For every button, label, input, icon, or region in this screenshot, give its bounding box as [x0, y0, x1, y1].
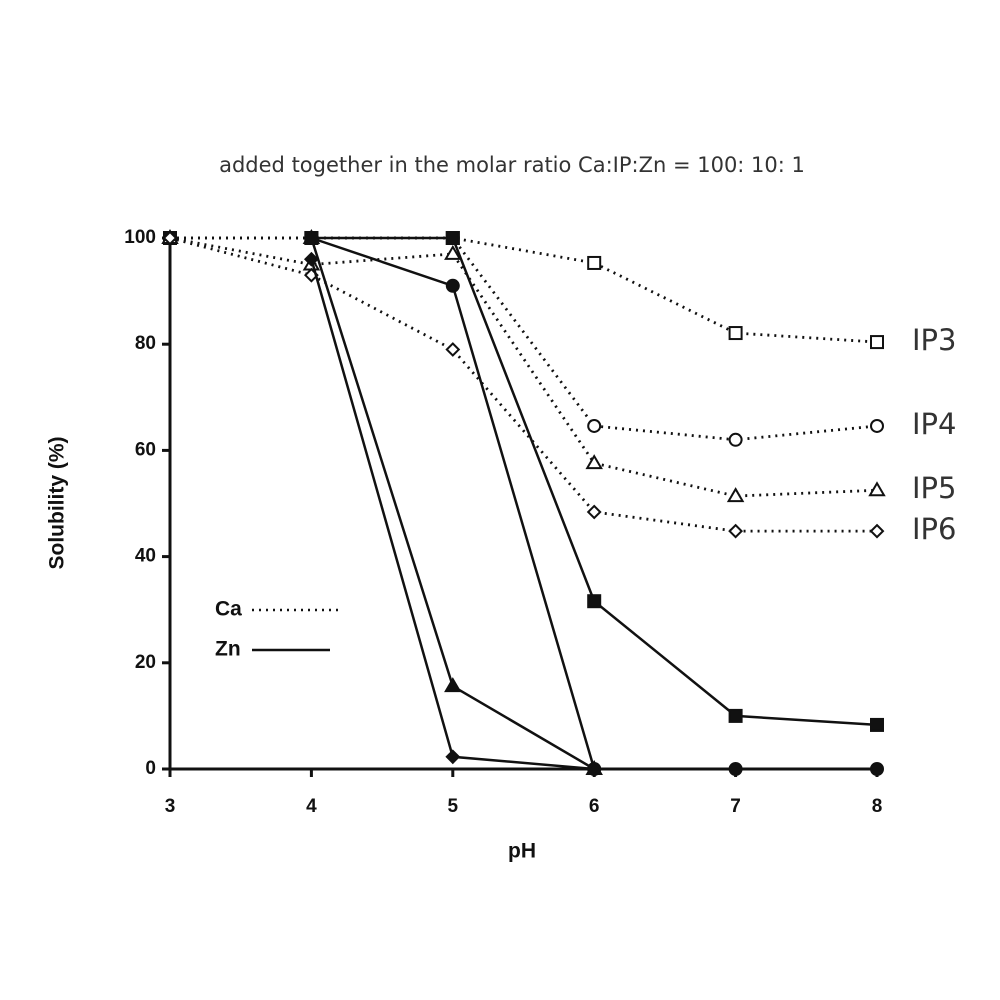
marker — [303, 251, 319, 267]
series-line — [170, 236, 878, 344]
marker — [444, 244, 462, 260]
y-tick-label: 80 — [135, 333, 156, 354]
marker — [586, 504, 602, 520]
series-label: IP5 — [912, 471, 957, 505]
marker — [445, 749, 461, 765]
x-tick-label: 5 — [448, 796, 459, 817]
x-tick-label: 7 — [730, 796, 741, 817]
marker — [728, 432, 743, 447]
marker — [868, 481, 886, 497]
x-tick-label: 3 — [165, 796, 176, 817]
legend-label: Ca — [215, 598, 242, 621]
y-tick-label: 60 — [135, 439, 156, 460]
marker — [869, 523, 885, 539]
chart-title: added together in the molar ratio Ca:IP:… — [219, 153, 805, 177]
marker — [870, 418, 884, 433]
x-tick-label: 6 — [589, 796, 600, 817]
marker — [585, 454, 603, 470]
marker — [870, 335, 884, 350]
marker — [728, 523, 744, 539]
series-label: IP4 — [912, 407, 957, 441]
marker — [726, 487, 745, 503]
legend-label: Zn — [215, 638, 241, 661]
marker — [587, 418, 602, 433]
series-label: IP6 — [912, 512, 957, 546]
marker — [302, 229, 321, 244]
marker — [444, 677, 462, 693]
x-axis-label: pH — [508, 840, 536, 863]
series-label: IP3 — [912, 323, 957, 357]
series-line — [169, 236, 877, 533]
series-line — [170, 236, 878, 442]
y-axis-label: Solubility (%) — [46, 437, 69, 570]
marker — [587, 255, 602, 270]
marker — [445, 278, 460, 293]
series-line — [311, 236, 878, 727]
y-tick-label: 0 — [145, 758, 156, 779]
marker — [728, 762, 743, 776]
marker — [162, 230, 178, 246]
marker — [870, 762, 884, 776]
series-line — [169, 236, 878, 498]
marker — [586, 761, 602, 777]
marker — [445, 342, 461, 357]
series-line — [310, 258, 595, 771]
y-tick-label: 20 — [135, 652, 156, 673]
y-tick-label: 100 — [124, 227, 156, 248]
x-tick-label: 4 — [306, 796, 317, 817]
y-tick-label: 40 — [135, 546, 156, 567]
x-tick-label: 8 — [872, 796, 883, 817]
marker — [728, 708, 743, 723]
marker — [587, 594, 602, 609]
marker — [445, 231, 460, 245]
marker — [728, 326, 743, 341]
marker — [870, 717, 884, 732]
